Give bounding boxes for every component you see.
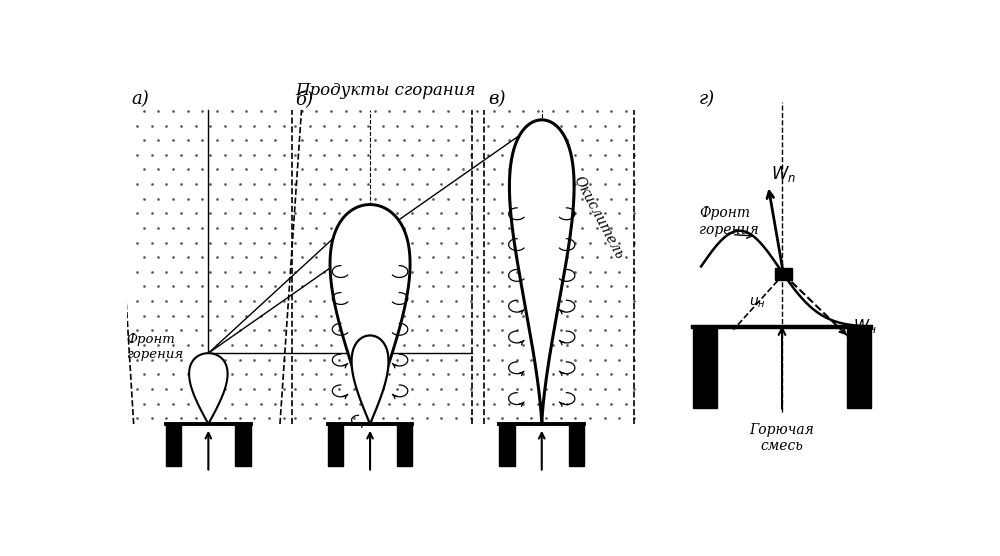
- Text: г): г): [699, 90, 715, 108]
- Polygon shape: [189, 353, 228, 424]
- Text: Окислитель: Окислитель: [571, 174, 626, 261]
- Polygon shape: [330, 205, 410, 424]
- Text: б): б): [295, 90, 313, 108]
- Polygon shape: [352, 335, 389, 424]
- Bar: [235, 424, 251, 466]
- Bar: [847, 327, 871, 408]
- Bar: [775, 268, 792, 280]
- Text: Горючая
смесь: Горючая смесь: [750, 423, 814, 454]
- Text: а): а): [131, 90, 149, 108]
- Bar: [397, 424, 412, 466]
- Text: $u_н$: $u_н$: [749, 296, 766, 310]
- Bar: [166, 424, 181, 466]
- Text: Продукты сгорания: Продукты сгорания: [295, 82, 476, 99]
- Text: в): в): [488, 90, 505, 108]
- Polygon shape: [509, 120, 574, 424]
- Text: $W_н$: $W_н$: [853, 317, 876, 336]
- Text: Фронт
горения: Фронт горения: [126, 333, 183, 361]
- Bar: [693, 327, 717, 408]
- Bar: [328, 424, 343, 466]
- Text: Фронт
горения: Фронт горения: [699, 206, 759, 237]
- Bar: [569, 424, 584, 466]
- Bar: [499, 424, 515, 466]
- Text: $W_n$: $W_n$: [771, 165, 796, 185]
